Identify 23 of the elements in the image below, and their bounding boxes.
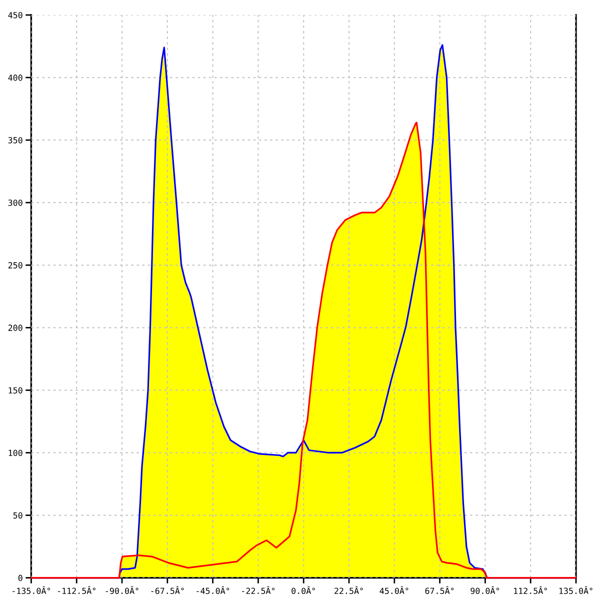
x-tick-label: -22.5Â° <box>242 586 275 594</box>
x-tick-label: 112.5Â° <box>514 586 547 594</box>
x-tick-label: -112.5Â° <box>58 586 96 594</box>
y-tick-label: 350 <box>8 137 22 144</box>
x-tick-label: 90.0Â° <box>470 586 500 594</box>
x-tick-label: -67.5Â° <box>151 586 184 594</box>
x-tick-label: -135.0Â° <box>12 586 50 594</box>
y-tick-label: 450 <box>8 12 22 18</box>
y-tick-label: 300 <box>8 200 22 206</box>
y-tick-label: 50 <box>13 512 22 519</box>
x-tick-label: -90.0Â° <box>106 586 138 594</box>
x-tick-label: -45.0Â° <box>196 586 230 594</box>
y-tick-label: 250 <box>8 262 22 268</box>
x-tick-label: 135.0Â° <box>559 586 592 594</box>
y-tick-label: 150 <box>8 387 22 394</box>
x-tick-label: 45.0Â° <box>380 586 408 594</box>
y-tick-label: 0 <box>18 574 22 582</box>
y-tick-label: 400 <box>8 74 22 81</box>
y-tick-label: 200 <box>8 324 22 331</box>
x-tick-label: 22.5Â° <box>334 586 363 594</box>
x-tick-label: 0.0Â° <box>292 586 315 594</box>
y-tick-label: 100 <box>8 450 22 456</box>
x-tick-label: 67.5Â° <box>425 586 454 594</box>
